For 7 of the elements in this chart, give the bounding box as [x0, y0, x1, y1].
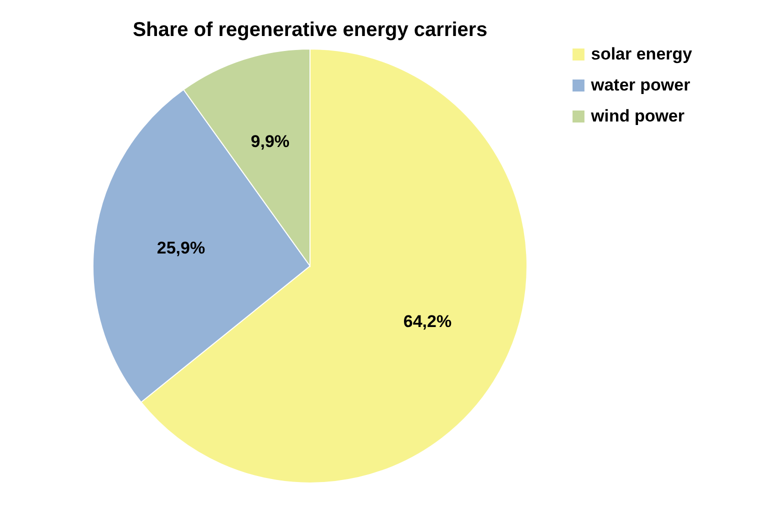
data-label: 25,9%: [156, 238, 206, 258]
legend-label: water power: [590, 76, 691, 94]
data-label: 64,2%: [403, 312, 452, 332]
legend-label: wind power: [590, 106, 685, 126]
data-label: 9,9%: [250, 132, 290, 152]
legend-label: solar energy: [591, 44, 693, 64]
chart-title: Share of regenerative energy carriers: [132, 19, 488, 41]
